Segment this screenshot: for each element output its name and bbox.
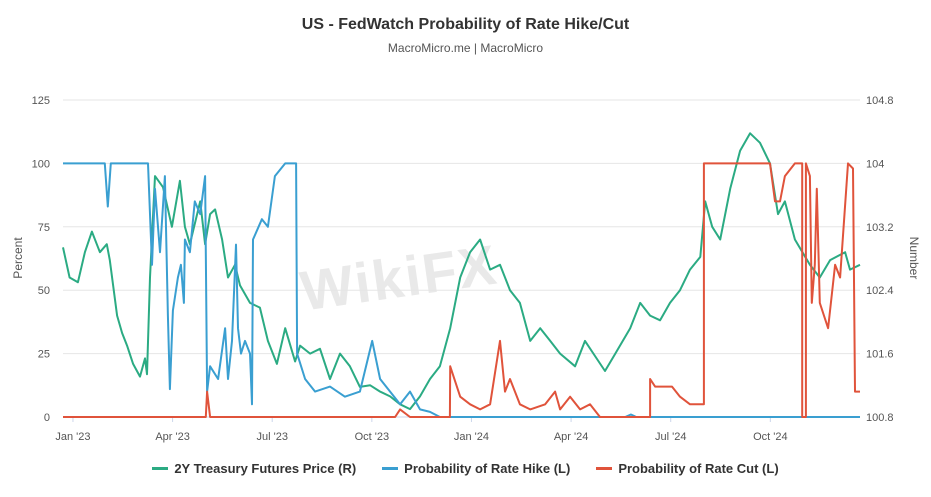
- chart-subtitle: MacroMicro.me | MacroMicro: [387, 41, 544, 55]
- legend-item-rate-hike[interactable]: Probability of Rate Hike (L): [382, 461, 570, 476]
- x-tick-label: Apr '24: [554, 431, 589, 443]
- series-line-rate-cut: [63, 162, 860, 418]
- x-tick-label: Oct '24: [753, 431, 788, 443]
- x-tick-label: Oct '23: [355, 431, 390, 443]
- legend-item-treasury-futures[interactable]: 2Y Treasury Futures Price (R): [152, 461, 356, 476]
- y-right-tick-label: 102.4: [866, 285, 894, 297]
- y-right-tick-label: 104.8: [866, 95, 894, 107]
- y-right-tick-label: 104: [866, 158, 884, 170]
- y-right-tick-label: 103.2: [866, 222, 894, 234]
- y-left-tick-label: 0: [44, 412, 50, 424]
- y-right-tick-label: 101.6: [866, 349, 894, 361]
- x-tick-label: Apr '23: [155, 431, 190, 443]
- y-left-axis-label: Percent: [11, 237, 25, 279]
- y-left-tick-label: 125: [32, 95, 50, 107]
- y-left-tick-label: 75: [38, 222, 50, 234]
- series-line-rate-hike: [63, 162, 860, 418]
- x-tick-label: Jul '24: [655, 431, 686, 443]
- legend-swatch: [382, 467, 399, 470]
- x-tick-label: Jan '23: [55, 431, 90, 443]
- plot-area: 0 100.8 25 101.6 50 102.4 75 103.2 100 104 125 104.…: [11, 95, 921, 443]
- legend-label: Probability of Rate Cut (L): [618, 461, 779, 476]
- y-right-tick-label: 100.8: [866, 412, 894, 424]
- y-right-axis-label: Number: [907, 237, 921, 280]
- legend-swatch: [152, 467, 169, 470]
- y-left-tick-label: 50: [38, 285, 50, 297]
- legend-item-rate-cut[interactable]: Probability of Rate Cut (L): [596, 461, 779, 476]
- series-line-treasury-futures: [62, 132, 861, 411]
- y-left-tick-label: 25: [38, 349, 50, 361]
- legend: 2Y Treasury Futures Price (R) Probabilit…: [0, 461, 931, 476]
- legend-label: Probability of Rate Hike (L): [404, 461, 571, 476]
- chart-title: US - FedWatch Probability of Rate Hike/C…: [301, 16, 630, 33]
- x-tick-label: Jul '23: [256, 431, 287, 443]
- legend-label: 2Y Treasury Futures Price (R): [174, 461, 357, 476]
- x-tick-label: Jan '24: [454, 431, 489, 443]
- legend-swatch: [596, 467, 613, 470]
- y-left-tick-label: 100: [32, 158, 50, 170]
